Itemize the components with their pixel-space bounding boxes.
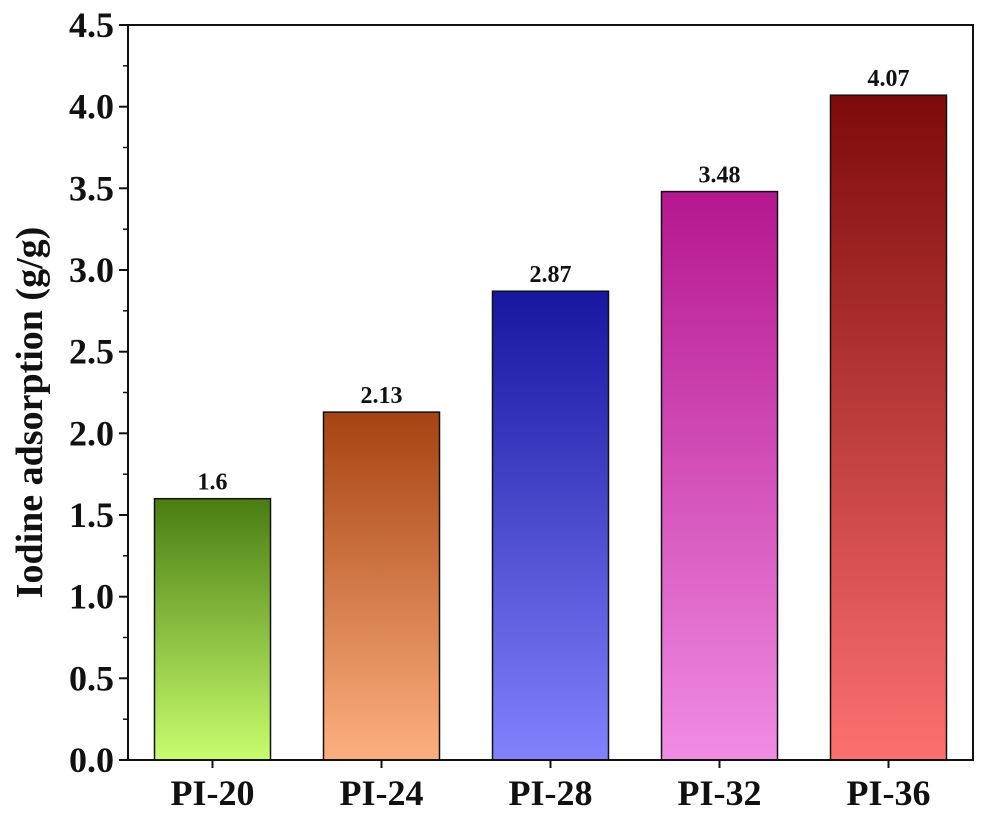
data-label-pi-36: 4.07 bbox=[868, 66, 910, 92]
y-tick-label: 1.0 bbox=[69, 577, 114, 617]
y-axis-title: Iodine adsorption (g/g) bbox=[9, 227, 51, 599]
x-axis-ticks: PI-20 PI-24 PI-28 PI-32 PI-36 bbox=[171, 760, 931, 813]
y-tick-label: 0.5 bbox=[69, 658, 114, 698]
x-tick-label-pi-20: PI-20 bbox=[171, 773, 255, 813]
y-tick-label: 1.5 bbox=[69, 495, 114, 535]
y-tick-label: 3.0 bbox=[69, 250, 114, 290]
data-label-pi-28: 2.87 bbox=[530, 262, 572, 288]
x-tick-label-pi-36: PI-36 bbox=[847, 773, 931, 813]
bar-pi-36 bbox=[831, 95, 947, 760]
data-label-pi-24: 2.13 bbox=[361, 383, 403, 409]
bar-pi-20 bbox=[155, 499, 271, 760]
data-label-pi-20: 1.6 bbox=[198, 470, 228, 496]
y-tick-label: 2.0 bbox=[69, 413, 114, 453]
y-tick-label: 4.0 bbox=[69, 87, 114, 127]
y-tick-label: 4.5 bbox=[69, 5, 114, 45]
y-tick-label: 3.5 bbox=[69, 168, 114, 208]
bar-pi-24 bbox=[324, 412, 440, 760]
y-tick-label: 0.0 bbox=[69, 740, 114, 780]
y-tick-label: 2.5 bbox=[69, 332, 114, 372]
x-tick-label-pi-32: PI-32 bbox=[678, 773, 762, 813]
bars-layer bbox=[155, 95, 947, 760]
y-axis-ticks: 0.0 0.5 1.0 1.5 2.0 2.5 3.0 3.5 4.0 4.5 bbox=[69, 5, 128, 780]
x-tick-label-pi-28: PI-28 bbox=[509, 773, 593, 813]
bar-pi-32 bbox=[662, 192, 778, 760]
data-label-pi-32: 3.48 bbox=[699, 163, 741, 189]
bar-pi-28 bbox=[493, 291, 609, 760]
x-tick-label-pi-24: PI-24 bbox=[340, 773, 424, 813]
